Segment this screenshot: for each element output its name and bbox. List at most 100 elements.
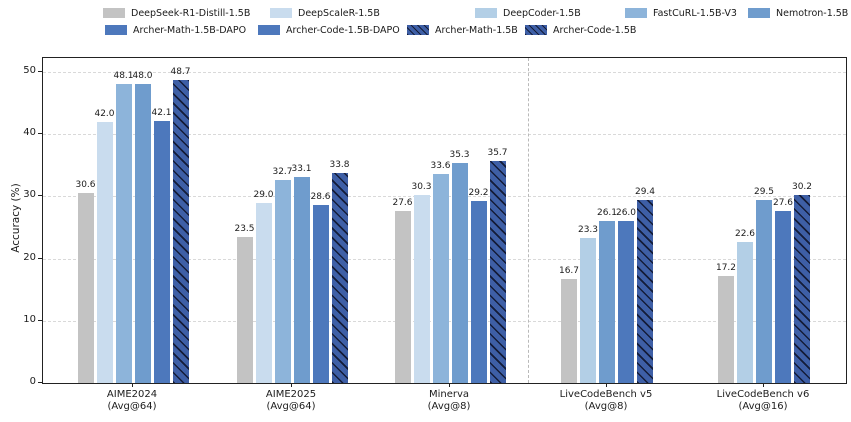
legend-item-deepcoder-1.5b: DeepCoder-1.5B <box>475 7 581 19</box>
y-tick-label: 10 <box>23 313 36 325</box>
legend-item-archer-code-1.5b-dapo: Archer-Code-1.5B-DAPO <box>258 24 400 36</box>
bar-archer-code-1.5b <box>637 200 653 383</box>
benchmark-name: Minerva <box>428 389 470 400</box>
bar-value-label: 32.7 <box>272 166 293 177</box>
benchmark-name: LiveCodeBench v5 <box>559 389 653 400</box>
bar-value-label: 28.6 <box>310 192 331 203</box>
bar-value-label: 16.7 <box>558 266 580 277</box>
bar-deepseek-r1-distill-1.5b <box>236 236 253 383</box>
legend-label: Archer-Code-1.5B <box>553 24 637 36</box>
benchmark-avg-note: (Avg@8) <box>427 401 471 412</box>
bar-value-label: 48.1 <box>113 70 134 81</box>
benchmark-avg-note: (Avg@8) <box>584 401 628 412</box>
bar-archer-math-1.5b-dapo <box>153 121 170 383</box>
bar-value-label: 22.6 <box>734 229 756 240</box>
gridline <box>43 72 846 73</box>
bar-deepcoder-1.5b <box>580 238 596 383</box>
bar-archer-math-1.5b-dapo <box>470 201 487 383</box>
bar-deepscaler-1.5b <box>255 202 272 383</box>
y-tick-label: 30 <box>23 189 36 201</box>
bar-value-label: 33.1 <box>291 164 312 175</box>
bar-value-label: 48.7 <box>170 67 191 78</box>
bar-value-label: 29.2 <box>468 188 489 199</box>
legend-label: DeepCoder-1.5B <box>503 7 581 19</box>
bar-archer-math-1.5b-dapo <box>312 205 329 383</box>
bar-value-label: 33.8 <box>329 159 350 170</box>
y-tick-label: 20 <box>23 251 36 263</box>
x-tick-mark <box>449 383 450 387</box>
legend-label: Nemotron-1.5B <box>776 7 849 19</box>
bar-value-label: 42.0 <box>94 108 115 119</box>
legend-label: DeepSeek-R1-Distill-1.5B <box>131 7 251 19</box>
legend-swatch <box>105 25 127 35</box>
x-tick-mark <box>132 383 133 387</box>
legend-swatch <box>258 25 280 35</box>
legend-item-archer-math-1.5b-dapo: Archer-Math-1.5B-DAPO <box>105 24 246 36</box>
bar-value-label: 29.4 <box>634 187 656 198</box>
legend-label: Archer-Math-1.5B <box>435 24 518 36</box>
gridline <box>43 134 846 136</box>
legend-label: FastCuRL-1.5B-V3 <box>653 7 737 19</box>
x-tick-mark <box>606 383 607 387</box>
y-tick-label: 0 <box>29 376 36 387</box>
math-code-separator-line <box>528 58 529 383</box>
y-tick-mark <box>38 71 42 72</box>
legend-item-archer-code-1.5b: Archer-Code-1.5B <box>525 24 636 36</box>
bar-archer-code-1.5b <box>794 195 810 383</box>
legend-item-deepscaler-1.5b: DeepScaleR-1.5B <box>270 7 380 19</box>
legend-swatch <box>407 25 429 35</box>
bar-nemotron-1.5b <box>599 220 615 383</box>
bar-nemotron-1.5b <box>756 199 772 383</box>
legend-item-archer-math-1.5b: Archer-Math-1.5B <box>407 24 518 36</box>
legend-label: DeepScaleR-1.5B <box>298 7 380 19</box>
bar-archer-math-1.5b <box>172 80 189 383</box>
bar-value-label: 33.6 <box>430 161 451 171</box>
legend-swatch <box>625 8 647 18</box>
bar-value-label: 30.3 <box>411 181 432 192</box>
bar-value-label: 29.0 <box>253 189 274 200</box>
benchmark-avg-note: (Avg@16) <box>738 401 788 412</box>
x-tick-mark <box>763 383 764 387</box>
bar-value-label: 27.6 <box>772 198 794 209</box>
legend-item-nemotron-1.5b: Nemotron-1.5B <box>748 7 848 19</box>
x-tick-label: Minerva (Avg@8) <box>379 389 519 413</box>
legend-swatch <box>270 8 292 18</box>
legend-swatch <box>525 25 547 35</box>
bar-fastcurl-1.5b-v3 <box>432 174 449 383</box>
legend-swatch <box>748 8 770 18</box>
benchmark-name: AIME2025 <box>265 389 317 400</box>
legend-item-deepseek-r1-distill-1.5b: DeepSeek-R1-Distill-1.5B <box>103 7 250 19</box>
bar-fastcurl-1.5b-v3 <box>274 179 291 383</box>
benchmark-avg-note: (Avg@64) <box>107 401 157 412</box>
x-tick-label: LiveCodeBench v5 (Avg@8) <box>536 389 676 413</box>
bar-deepseek-r1-distill-1.5b <box>77 192 94 383</box>
plot-area: 30.6 42.0 48.1 48.0 42.1 48.7 23.5 29.0 32.7 33.1… <box>42 57 847 384</box>
legend-swatch <box>475 8 497 18</box>
bar-value-label: 23.5 <box>234 223 255 234</box>
benchmark-name: AIME2024 <box>106 389 158 400</box>
bar-value-label: 26.0 <box>615 208 637 219</box>
legend-label: Archer-Code-1.5B-DAPO <box>286 24 400 36</box>
bar-fastcurl-1.5b-v3 <box>115 83 132 383</box>
bar-archer-code-1.5b-dapo <box>775 211 791 383</box>
x-tick-label: LiveCodeBench v6 (Avg@16) <box>693 389 833 413</box>
bar-nemotron-1.5b <box>134 84 151 383</box>
bar-value-label: 26.1 <box>596 207 618 218</box>
y-tick-mark <box>38 319 42 321</box>
legend-label: Archer-Math-1.5B-DAPO <box>133 24 247 36</box>
bar-nemotron-1.5b <box>451 163 468 383</box>
bar-deepseek-r1-distill-1.5b <box>394 211 411 383</box>
bar-deepseek-r1-distill-1.5b <box>718 276 734 383</box>
y-tick-mark <box>38 133 42 135</box>
bar-archer-math-1.5b <box>331 172 348 383</box>
y-tick-label: 40 <box>23 127 36 139</box>
benchmark-avg-note: (Avg@64) <box>266 401 316 412</box>
bar-deepscaler-1.5b <box>96 121 113 383</box>
bar-archer-math-1.5b <box>489 160 506 383</box>
bar-value-label: 35.7 <box>487 147 508 158</box>
legend-item-fastcurl-1.5b-v3: FastCuRL-1.5B-V3 <box>625 7 737 19</box>
bar-value-label: 30.2 <box>791 182 813 193</box>
y-tick-mark <box>38 195 42 197</box>
bar-nemotron-1.5b <box>293 177 310 383</box>
